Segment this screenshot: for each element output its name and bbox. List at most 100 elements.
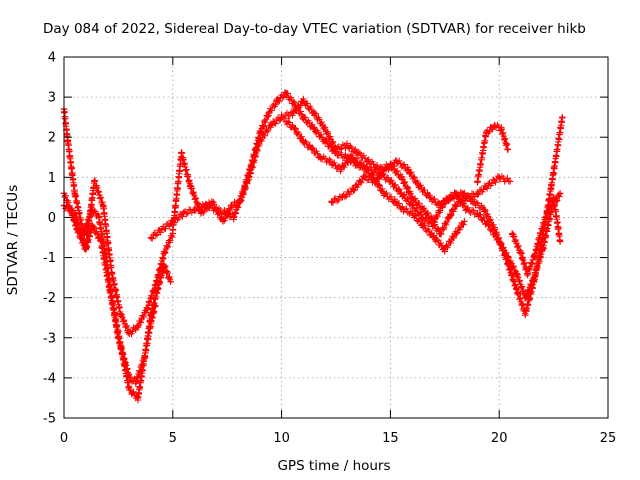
data-point [365,158,372,165]
data-point [326,158,333,165]
data-point [354,150,361,157]
data-point [332,146,340,153]
data-point [382,166,390,173]
data-point [134,394,142,402]
series-markers [474,121,511,186]
x-tick-label: 25 [600,431,617,446]
data-point [469,198,477,205]
data-point [524,270,531,277]
series-arc-5 [169,95,564,302]
data-point [167,278,174,285]
data-point [517,250,525,257]
data-series [60,89,566,404]
data-point [463,206,470,213]
x-tick-label: 0 [60,431,68,446]
data-point [530,254,538,261]
data-point [91,178,98,185]
series-arc-2 [60,105,174,404]
x-tick-label: 15 [382,431,399,446]
data-point [282,89,290,97]
data-point [89,222,96,229]
data-point [126,386,133,394]
data-point [461,218,468,225]
series-arc-3 [60,177,176,337]
data-point [498,126,505,133]
data-point [126,330,133,337]
data-point [278,113,285,121]
data-point [506,178,514,185]
data-point [543,210,551,217]
series-arc-8 [474,121,512,186]
data-point [71,190,79,197]
data-point [245,174,253,181]
y-tick-label: 2 [48,131,56,146]
data-point [348,154,355,161]
data-point [398,190,405,197]
data-point [415,182,422,189]
data-point [311,109,318,117]
y-tick-label: -5 [43,412,56,427]
data-point [274,97,281,105]
y-tick-label: -3 [43,331,56,346]
data-point [441,246,448,253]
x-tick-label: 20 [491,431,508,446]
data-point [321,126,329,133]
data-point [350,186,357,193]
data-point [328,198,335,205]
series-arc-7 [328,113,566,319]
data-point [419,206,427,213]
data-point [522,310,529,317]
data-point [426,194,433,201]
data-point [134,322,142,329]
data-point [282,117,290,125]
data-point [358,162,366,169]
data-point [99,202,107,209]
data-point [437,230,444,237]
data-point [71,210,79,217]
data-point [267,121,274,129]
y-tick-label: 3 [48,91,56,106]
data-point [117,342,124,349]
data-point [391,198,398,205]
data-point [160,250,168,257]
data-point [230,214,237,221]
series-arc-9 [509,194,564,279]
data-point [482,130,490,137]
data-point [300,138,307,145]
x-axis-label: GPS time / hours [277,458,390,474]
data-point [474,210,481,217]
data-point [208,198,216,205]
data-point [556,238,564,245]
data-point [380,190,388,197]
data-point [317,154,324,161]
data-point [197,210,205,217]
data-point [502,254,509,261]
data-point [95,214,103,221]
x-tick-label: 10 [273,431,290,446]
data-point [339,194,346,201]
data-point [559,113,566,121]
data-point [65,142,72,149]
y-tick-label: 1 [48,171,56,186]
data-point [141,354,148,362]
data-point [530,278,538,285]
y-tick-label: 0 [48,211,56,226]
data-point [459,190,466,197]
data-point [169,226,176,233]
data-point [408,210,416,217]
data-point [491,121,499,129]
y-tick-label: -1 [43,251,56,266]
y-tick-label: -2 [43,291,56,306]
data-point [158,226,166,233]
data-point [445,214,453,221]
data-point [82,242,89,249]
data-point [480,206,488,213]
data-point [300,97,307,105]
data-point [398,174,405,181]
data-point [376,166,383,173]
data-point [180,210,187,217]
data-point [289,109,296,117]
series-markers [60,106,174,404]
axis-ticks: -5 -4 -3 -2 -1 0 1 2 3 4 0 5 10 15 20 25 [43,51,616,447]
data-point [452,202,459,209]
